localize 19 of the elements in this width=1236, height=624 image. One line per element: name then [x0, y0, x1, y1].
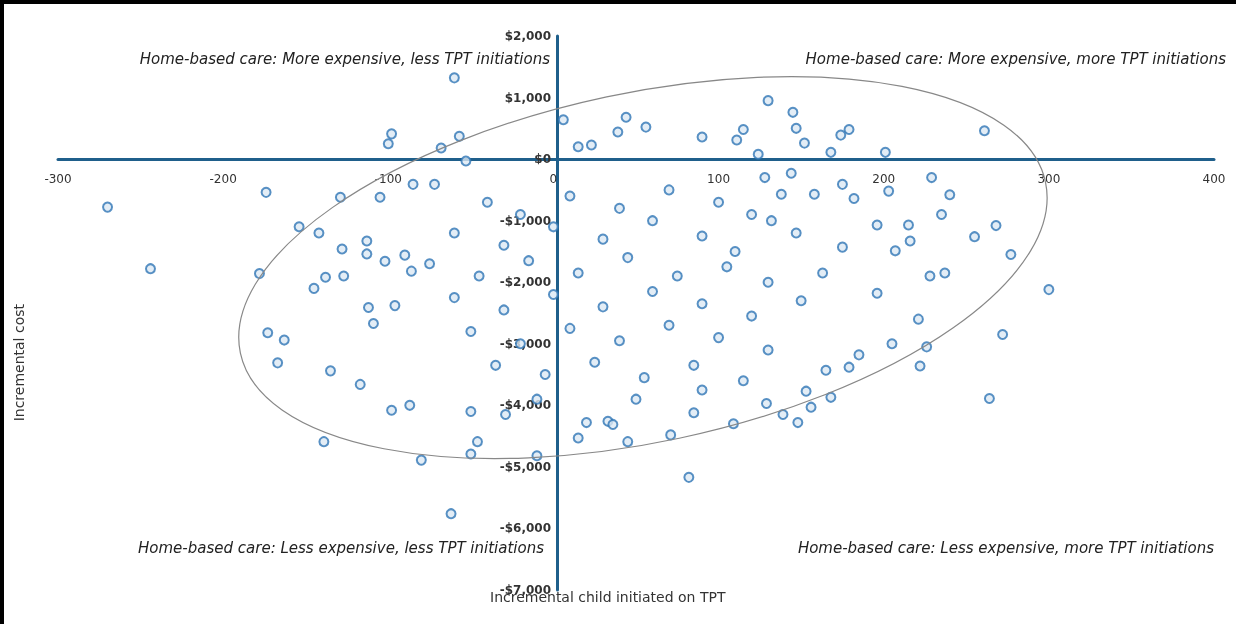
x-tick-label: -300 [44, 172, 72, 187]
annotation: Home-based care: More expensive, more TPT initiations [805, 49, 1227, 68]
annotation: Home-based care: Less expensive, more TPT initiations [797, 538, 1215, 557]
y-tick-label: -$2,000 [499, 275, 552, 290]
y-tick-label: -$4,000 [499, 398, 552, 413]
y-tick-label: -$5,000 [499, 459, 552, 474]
x-tick-label: 100 [707, 172, 731, 187]
y-tick-label: $2,000 [504, 29, 552, 43]
x-tick-label: 200 [872, 172, 896, 187]
annotation: Home-based care: More expensive, less TPT initiations [139, 49, 551, 68]
y-tick-label: $1,000 [504, 90, 552, 105]
x-tick-label: 400 [1202, 172, 1226, 187]
annotation: Home-based care: Less expensive, less TPT initiations [138, 538, 545, 557]
y-tick-label: -$1,000 [499, 213, 552, 228]
x-tick-label: 300 [1037, 172, 1061, 187]
y-axis-title: Incremental cost [11, 303, 27, 422]
x-tick-label: -200 [209, 172, 237, 187]
y-tick-label: -$6,000 [499, 521, 552, 536]
x-tick-label: -100 [374, 172, 402, 187]
